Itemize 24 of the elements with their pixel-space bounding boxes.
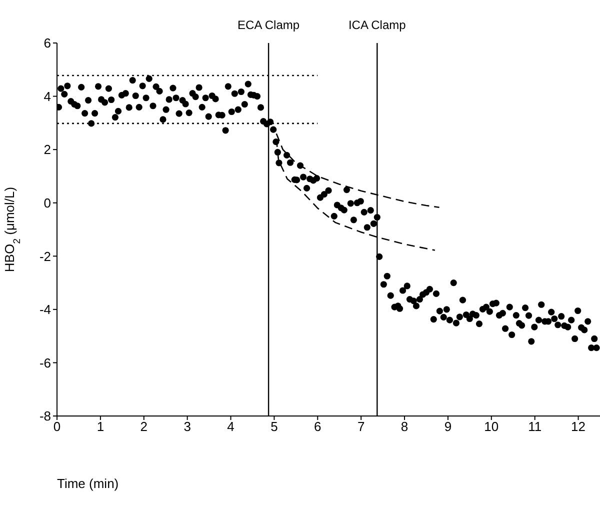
x-tick-label: 2 [140,419,148,434]
y-tick-label: 0 [44,195,51,210]
x-tick-label: 7 [357,419,365,434]
y-tick-label: -2 [39,248,51,264]
y-tick-label: 2 [44,142,51,158]
y-tick-label: 6 [44,36,51,51]
y-tick-label: -4 [39,302,51,318]
x-tick-label: 3 [184,419,191,434]
x-tick-label: 0 [53,419,61,434]
x-axis-title: Time (min) [57,476,119,491]
x-tick-label: 12 [571,419,586,434]
x-tick-label: 5 [270,419,278,434]
ref-line-label: ICA Clamp [348,18,406,32]
x-tick-label: 11 [528,419,542,434]
y-tick-label: -8 [39,408,51,424]
x-tick-label: 8 [400,419,408,434]
x-tick-label: 9 [444,419,452,434]
x-tick-label: 6 [314,419,322,434]
y-tick-label: -6 [39,355,51,370]
x-tick-label: 1 [96,419,104,434]
y-tick-label: 4 [44,88,51,104]
ref-line-label: ECA Clamp [238,18,300,32]
x-tick-label: 10 [484,419,499,434]
x-tick-label: 4 [227,419,234,434]
